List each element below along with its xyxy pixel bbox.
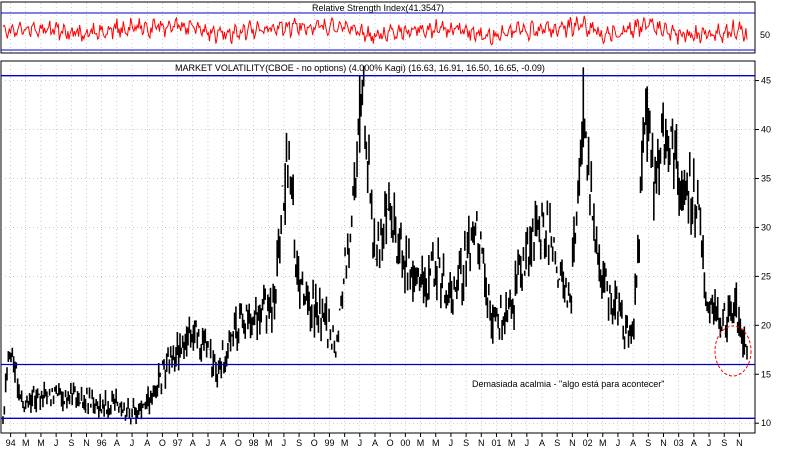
price-bars (2, 65, 748, 425)
x-tick-label: N (478, 438, 485, 448)
x-tick-label: O (235, 438, 242, 448)
x-tick-label: J (449, 438, 454, 448)
x-tick-label: J (616, 438, 621, 448)
x-tick-label: M (265, 438, 273, 448)
x-tick-label: S (296, 438, 302, 448)
x-tick-label: S (68, 438, 74, 448)
x-tick-label: 97 (173, 438, 183, 448)
x-tick-label: 94 (6, 438, 16, 448)
y-tick-label: 45 (761, 76, 771, 86)
x-tick-label: M (508, 438, 516, 448)
x-tick-label: A (372, 438, 378, 448)
rsi-panel-title: Relative Strength Index(41.3547) (312, 3, 444, 13)
x-tick-label: S (463, 438, 469, 448)
y-tick-label: 30 (761, 222, 771, 232)
x-tick-label: J (358, 438, 363, 448)
x-tick-label: J (707, 438, 712, 448)
x-tick-label: A (190, 438, 196, 448)
annotation-circle (714, 325, 752, 377)
x-tick-label: N (83, 438, 90, 448)
rsi-series-line (2, 15, 748, 46)
y-tick-label: 40 (761, 125, 771, 135)
x-tick-label: 98 (249, 438, 259, 448)
x-tick-label: J (525, 438, 530, 448)
y-tick-label: 15 (761, 369, 771, 379)
x-tick-label: M (22, 438, 30, 448)
x-tick-label: 96 (97, 438, 107, 448)
x-tick-label: N (736, 438, 743, 448)
x-tick-label: M (417, 438, 425, 448)
x-tick-label: 00 (400, 438, 410, 448)
x-tick-label: N (569, 438, 576, 448)
x-tick-label: S (645, 438, 651, 448)
x-tick-label: J (54, 438, 59, 448)
x-tick-label: A (630, 438, 636, 448)
horizontal-levels (1, 75, 755, 419)
y-axis-ticks: 10 15 20 25 30 35 40 45 (755, 76, 771, 428)
x-tick-label: O (311, 438, 318, 448)
x-tick-label: A (539, 438, 545, 448)
rsi-level-label: 50 (760, 30, 770, 40)
y-tick-label: 20 (761, 320, 771, 330)
y-tick-label: 35 (761, 173, 771, 183)
y-tick-label: 25 (761, 271, 771, 281)
annotation-text: Demasiada acalmia - "algo está para acon… (472, 379, 665, 389)
x-tick-label: A (220, 438, 226, 448)
rsi-panel-frame (0, 1, 756, 54)
x-tick-label: 01 (491, 438, 501, 448)
x-tick-label: J (206, 438, 211, 448)
x-tick-label: 99 (324, 438, 334, 448)
x-tick-label: M (341, 438, 349, 448)
x-tick-label: O (387, 438, 394, 448)
x-tick-label: J (130, 438, 135, 448)
x-tick-label: 02 (583, 438, 593, 448)
x-tick-label: N (660, 438, 667, 448)
x-axis-ticks: 94 M M J S N 96 A J A O 97 A J A O 98 M J S O 99 M J A O 00 M M J S N 01… (6, 433, 743, 448)
x-tick-label: M (599, 438, 607, 448)
x-tick-label: S (554, 438, 560, 448)
x-tick-label: 03 (674, 438, 684, 448)
x-tick-label: M (37, 438, 45, 448)
x-tick-label: A (144, 438, 150, 448)
x-tick-label: M (432, 438, 440, 448)
price-panel-frame (0, 60, 756, 434)
y-tick-label: 10 (761, 418, 771, 428)
x-tick-label: J (282, 438, 287, 448)
x-tick-label: O (159, 438, 166, 448)
x-tick-label: S (721, 438, 727, 448)
x-tick-label: A (691, 438, 697, 448)
price-panel-title: MARKET VOLATILITY(CBOE - no options) (4.… (175, 63, 545, 73)
x-tick-label: A (114, 438, 120, 448)
